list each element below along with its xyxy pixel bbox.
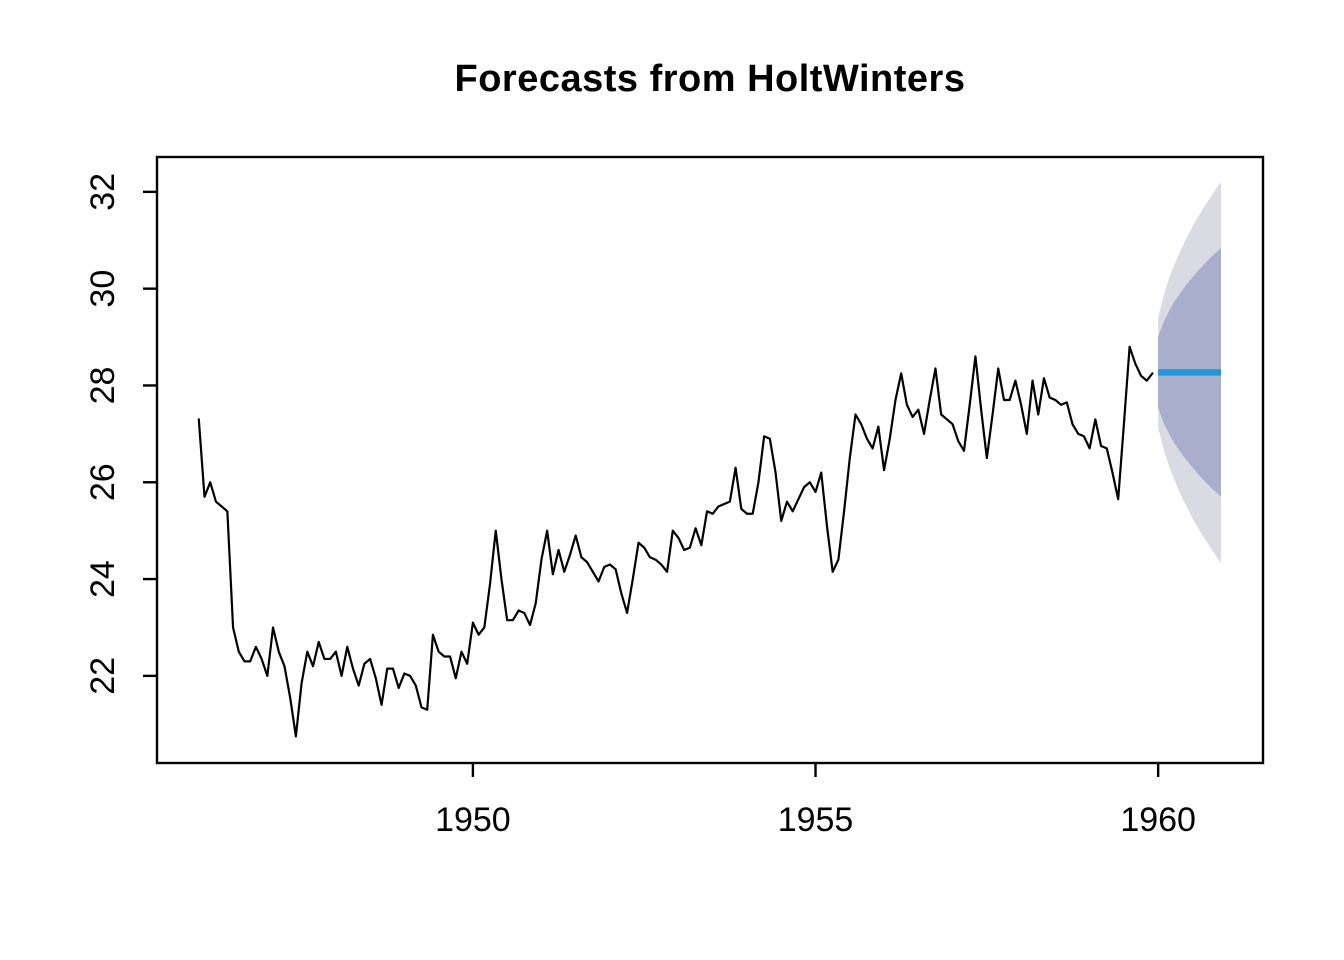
plot-border (155, 155, 1265, 765)
y-axis-tick-label: 26 (84, 463, 122, 501)
y-axis-tick-label: 22 (84, 657, 122, 695)
y-axis-tick-label: 32 (84, 173, 122, 211)
x-axis-tick-label: 1955 (778, 801, 854, 839)
x-axis-tick-label: 1950 (435, 801, 511, 839)
y-axis-tick-label: 24 (84, 560, 122, 598)
chart-title: Forecasts from HoltWinters (454, 58, 966, 100)
y-axis-tick-label: 28 (84, 367, 122, 405)
y-axis-tick-label: 30 (84, 270, 122, 308)
x-axis-tick-label: 1960 (1120, 801, 1196, 839)
observed-series-line (197, 345, 1154, 738)
